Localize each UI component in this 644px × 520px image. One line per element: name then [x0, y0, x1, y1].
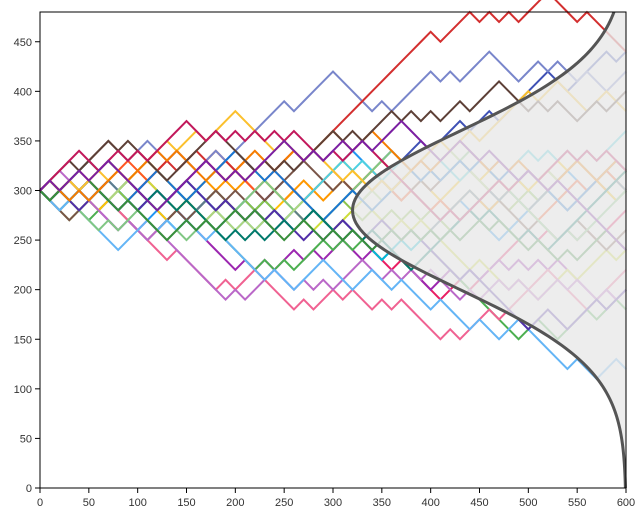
y-tick-label: 50: [20, 433, 32, 445]
x-tick-label: 600: [617, 497, 635, 509]
y-tick-label: 200: [14, 285, 32, 297]
y-tick-label: 450: [14, 37, 32, 49]
y-tick-label: 300: [14, 186, 32, 198]
x-tick-label: 200: [226, 497, 244, 509]
y-tick-label: 150: [14, 334, 32, 346]
y-tick-label: 0: [26, 483, 32, 495]
x-tick-label: 300: [324, 497, 342, 509]
x-tick-label: 0: [37, 497, 43, 509]
y-tick-label: 400: [14, 86, 32, 98]
x-tick-label: 100: [128, 497, 146, 509]
x-tick-label: 550: [568, 497, 586, 509]
random-walk-chart: 0 50 100 150 200 250 300 350 400 450 500 550 600 50 10…: [0, 0, 644, 520]
y-tick-label: 250: [14, 235, 32, 247]
x-tick-label: 150: [177, 497, 195, 509]
x-tick-label: 350: [373, 497, 391, 509]
y-tick-label: 100: [14, 384, 32, 396]
x-tick-label: 500: [519, 497, 537, 509]
x-tick-label: 50: [83, 497, 95, 509]
x-tick-label: 250: [275, 497, 293, 509]
x-tick-label: 450: [470, 497, 488, 509]
y-tick-label: 350: [14, 136, 32, 148]
x-tick-label: 400: [421, 497, 439, 509]
